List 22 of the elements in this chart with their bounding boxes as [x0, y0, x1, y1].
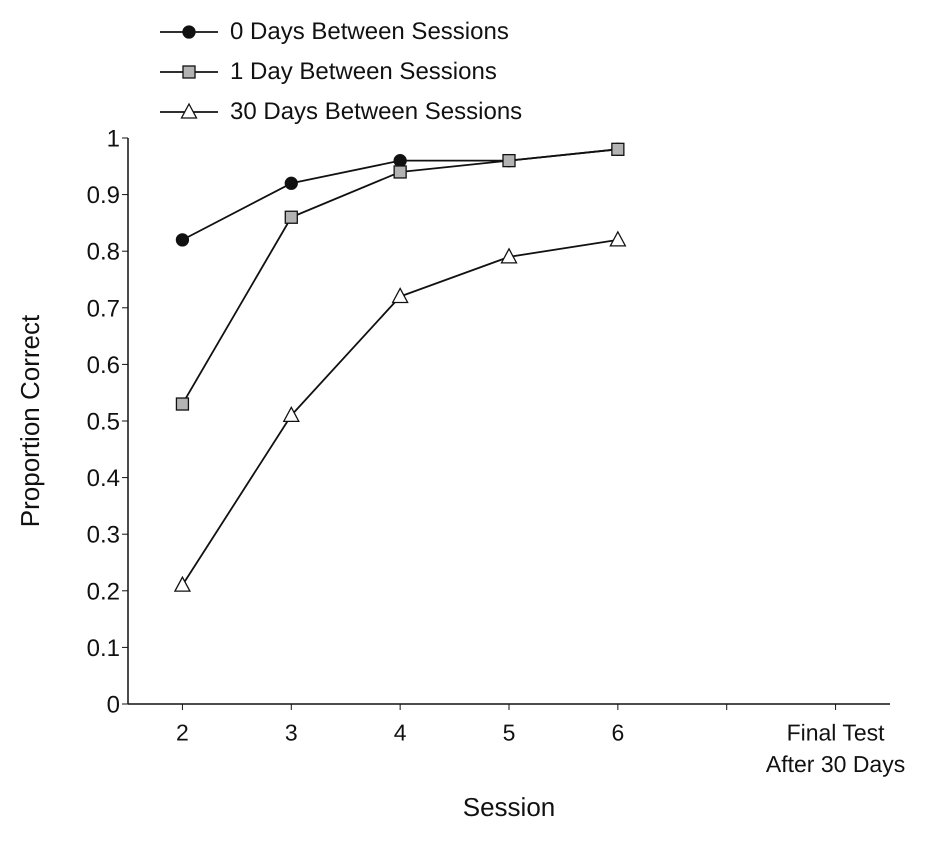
x-tick-label: Final Test After 30 Days [766, 720, 906, 777]
x-tick-label: 4 [394, 720, 407, 746]
x-tick-label: 2 [176, 720, 189, 746]
y-tick-label: 0.5 [86, 408, 120, 436]
x-tick-label: 3 [284, 720, 298, 746]
y-tick-label: 0.6 [86, 352, 120, 379]
y-tick-label: 0.8 [86, 238, 120, 266]
y-tick-label: 0.4 [86, 465, 120, 492]
y-tick-label: 0.3 [86, 522, 120, 549]
x-tick-label: 6 [611, 720, 624, 746]
legend-label: 1 Day Between Sessions [230, 58, 497, 86]
y-tick-label: 1 [106, 126, 120, 153]
y-tick-label: 0.2 [86, 578, 120, 606]
y-tick-label: 0.1 [86, 634, 120, 662]
legend-label: 30 Days Between Sessions [230, 98, 522, 126]
y-tick-label: 0.7 [86, 295, 120, 322]
y-tick-label: 0 [106, 692, 120, 719]
x-tick-label: 5 [502, 720, 516, 746]
y-axis-title: Proportion Correct [15, 314, 46, 528]
x-axis-title: Session [462, 792, 556, 822]
legend-label: 0 Days Between Sessions [230, 18, 509, 46]
y-tick-label: 0.9 [86, 182, 120, 210]
